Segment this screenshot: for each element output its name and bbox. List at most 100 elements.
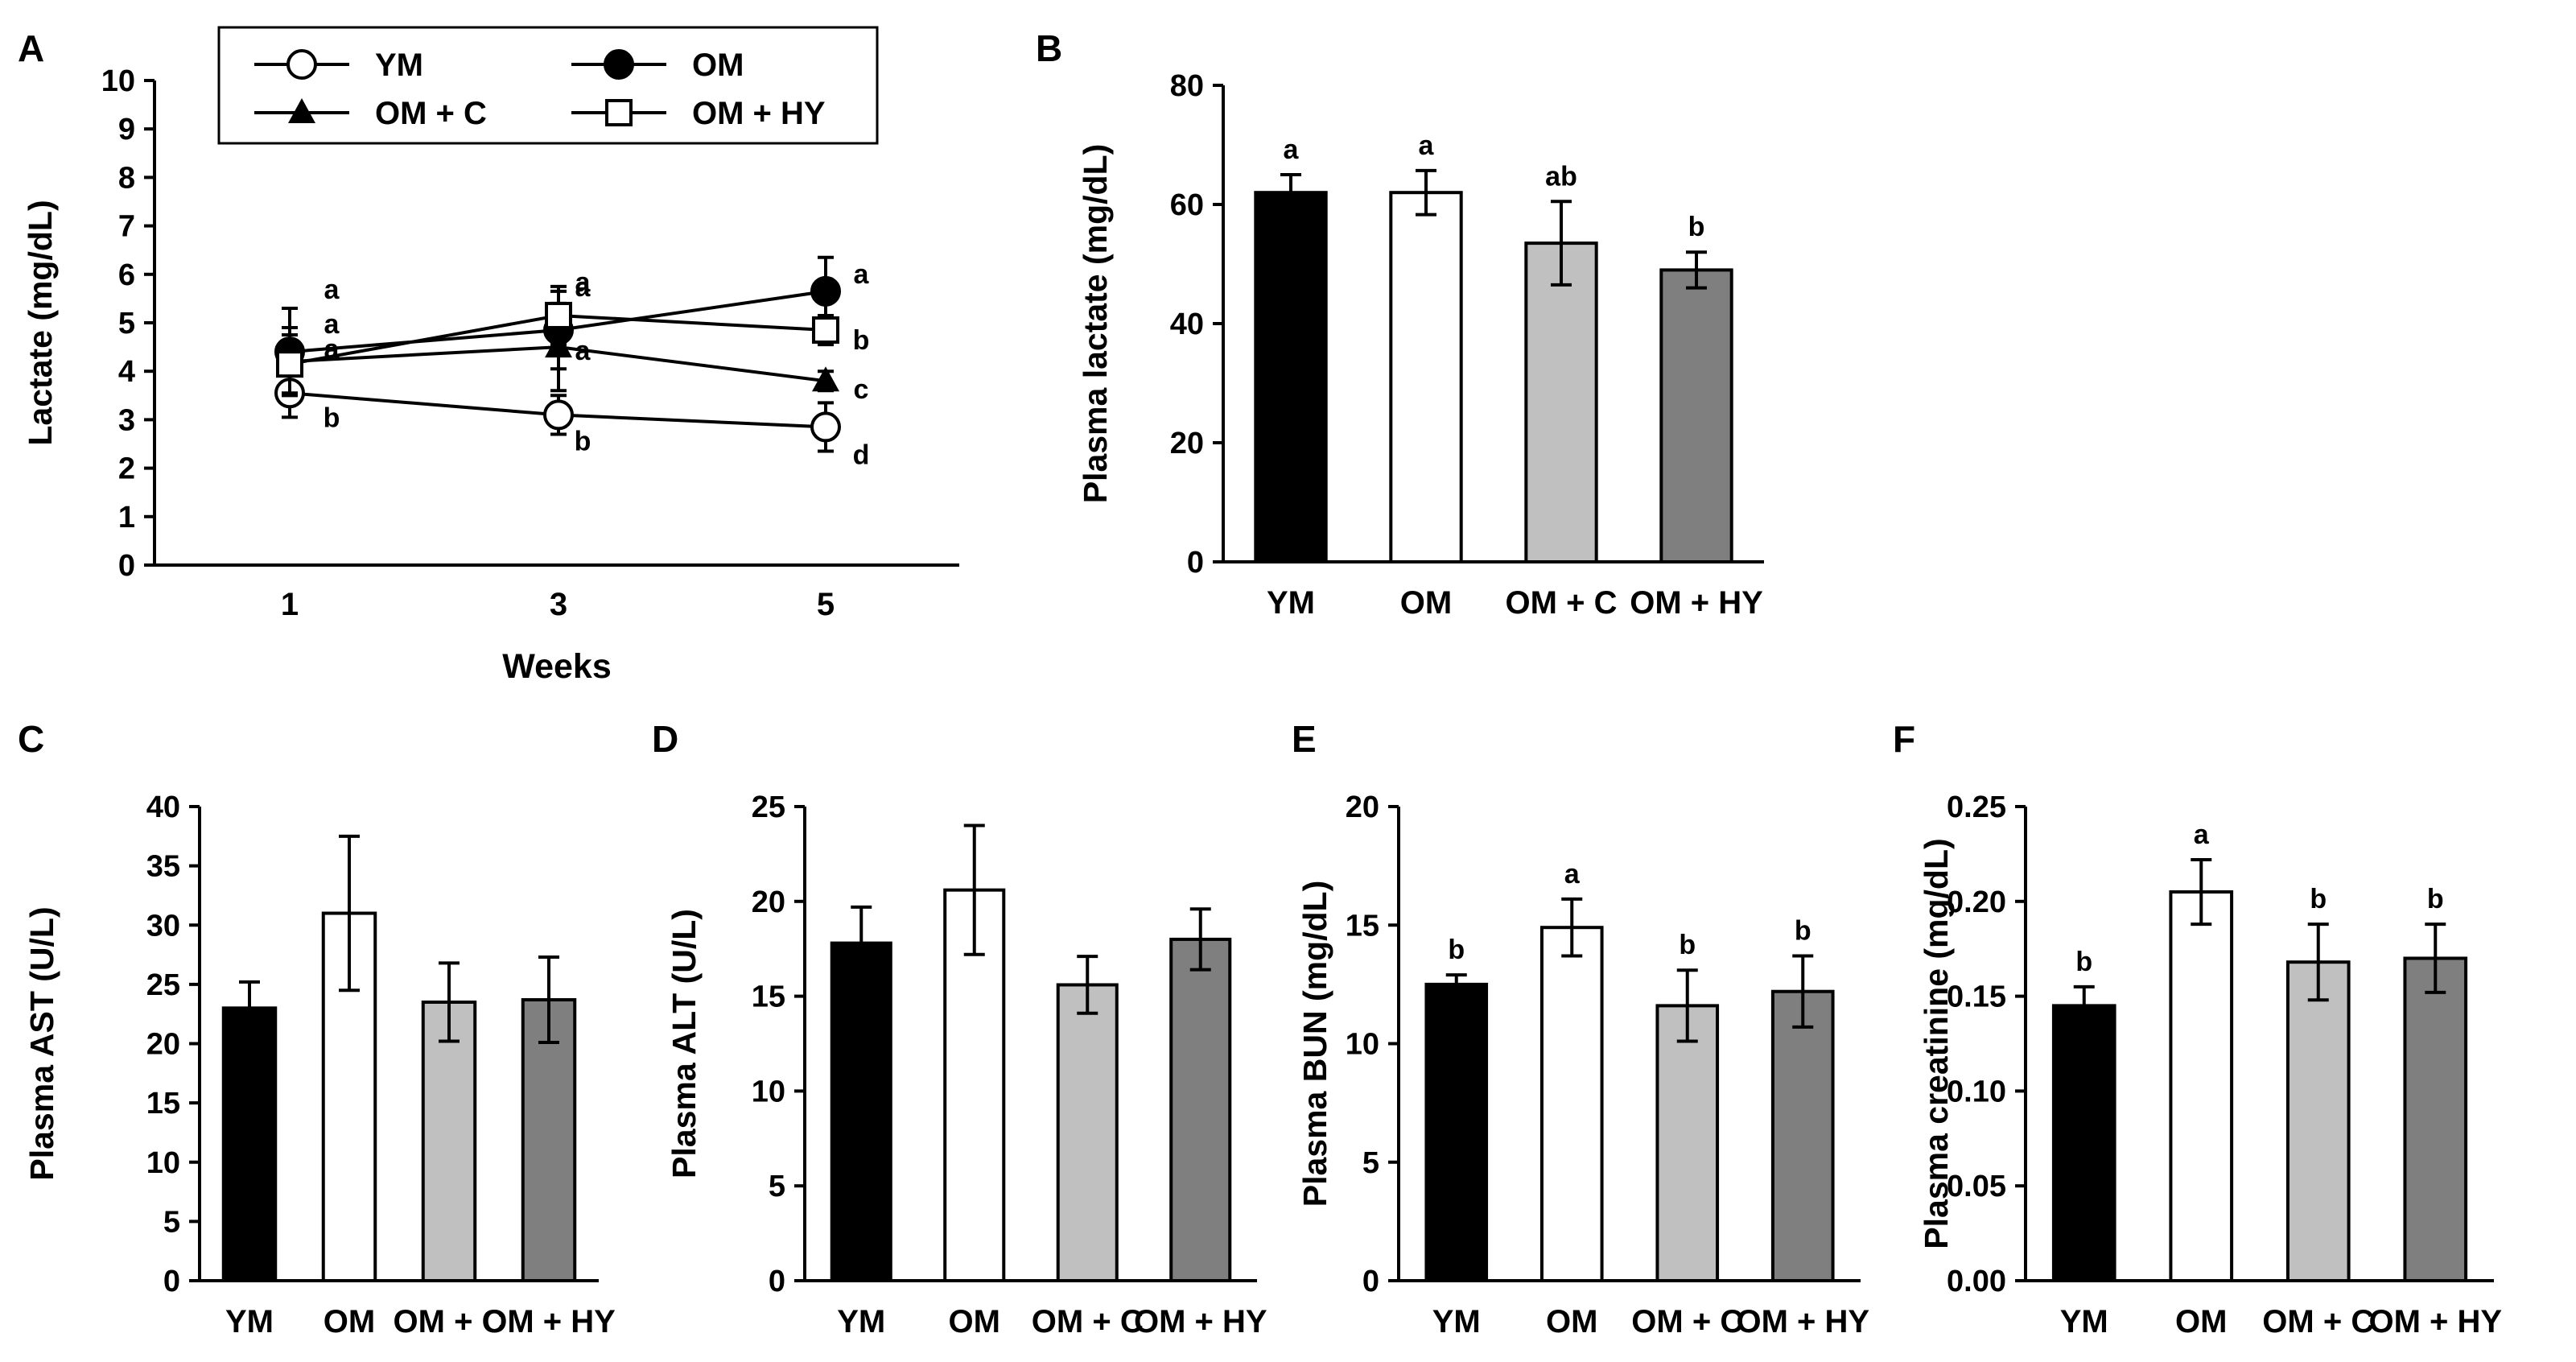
bar-om-c [1056, 983, 1119, 1282]
x-tick-label: OM [1546, 1304, 1597, 1339]
x-tick-label: OM + C [1506, 585, 1618, 621]
panel-letter-a: A [18, 27, 44, 69]
y-tick-label: 20 [1170, 427, 1204, 460]
y-tick-label: 8 [118, 161, 135, 195]
x-tick-label: YM [225, 1304, 274, 1339]
x-axis-label: Weeks [502, 647, 611, 686]
legend-label: YM [375, 47, 423, 83]
y-tick-label: 5 [1362, 1146, 1379, 1180]
legend-marker [288, 98, 315, 123]
bar-om-c [2285, 960, 2351, 1283]
significance-letter: a [575, 336, 591, 366]
y-tick-label: 0 [1187, 546, 1204, 580]
bar-ym [1424, 982, 1489, 1282]
panel-e: E 0 5 10 15 20 Plasma BUN (mg/dL) b YM a OM b OM + C… [1292, 718, 1869, 1339]
y-tick-label: 0 [163, 1265, 180, 1298]
x-tick-label: OM + C [1631, 1304, 1743, 1339]
y-tick-label: 5 [163, 1205, 180, 1239]
x-tick-label: OM + HY [482, 1304, 616, 1339]
x-tick-label: OM [2175, 1304, 2227, 1339]
y-tick-label: 2 [118, 452, 135, 486]
y-tick-label: 60 [1170, 188, 1204, 222]
bar-om-hy [1659, 268, 1733, 563]
y-tick-label: 40 [1170, 307, 1204, 341]
legend-marker [605, 99, 633, 126]
bar-om-hy [2403, 956, 2468, 1282]
y-tick-label: 15 [752, 980, 785, 1014]
bar-ym [830, 941, 892, 1282]
legend-marker [604, 49, 634, 80]
significance-letter: a [1419, 130, 1435, 161]
x-tick-label: OM + HY [2368, 1304, 2502, 1339]
significance-letter: a [575, 272, 591, 303]
y-axis-label: Lactate (mg/dL) [22, 200, 59, 445]
y-tick-label: 5 [118, 307, 135, 340]
y-tick-label: 0 [769, 1265, 785, 1298]
y-tick-label: 0.25 [1947, 790, 2006, 824]
bar-om [1539, 926, 1604, 1282]
bar-ym [221, 1006, 278, 1282]
y-tick-label: 10 [752, 1075, 785, 1108]
y-tick-label: 0.05 [1947, 1170, 2006, 1203]
x-tick-label: OM + HY [1736, 1304, 1869, 1339]
y-tick-label: 15 [1346, 909, 1379, 943]
y-tick-label: 25 [752, 790, 785, 824]
y-tick-label: 10 [101, 64, 135, 98]
panel-f: F 0.00 0.05 0.10 0.15 0.20 0.25 Plasma creatini… [1893, 718, 2502, 1339]
bar-om [2169, 890, 2234, 1283]
significance-letter: a [575, 267, 591, 298]
significance-letter: b [1448, 935, 1465, 965]
significance-letter: b [1679, 930, 1696, 960]
x-tick-label: OM + HY [1630, 585, 1763, 621]
panel-letter-b: B [1036, 27, 1062, 69]
significance-letter: a [324, 309, 340, 340]
x-tick-label: OM + HY [1134, 1304, 1267, 1339]
y-tick-label: 40 [146, 790, 180, 824]
y-axis-label: Plasma AST (U/L) [23, 906, 60, 1180]
data-point [545, 301, 572, 329]
x-tick-label: 1 [281, 587, 299, 622]
y-axis-label: Plasma creatinine (mg/dL) [1918, 838, 1955, 1248]
y-tick-label: 3 [118, 403, 135, 437]
significance-letter: a [1284, 134, 1300, 165]
y-tick-label: 25 [146, 968, 180, 1002]
significance-letter: a [1564, 859, 1581, 889]
y-tick-label: 30 [146, 909, 180, 943]
bar-om-c [1655, 1004, 1720, 1282]
bar-om-c [421, 1000, 477, 1283]
legend: YM OM OM + C OM + HY [217, 26, 879, 145]
significance-letter: a [324, 274, 340, 305]
legend-label: OM [692, 47, 744, 83]
data-point [810, 411, 841, 443]
y-tick-label: 0.00 [1947, 1265, 2006, 1298]
panel-d: D 0 5 10 15 20 25 Plasma ALT (U/L) YM OM OM + COM … [652, 718, 1267, 1339]
y-axis-label: Plasma ALT (U/L) [666, 909, 703, 1178]
significance-letter: a [854, 259, 870, 290]
panel-b: B 0 20 40 60 80 Plasma lactate (mg/dL) a YM a OM ab… [1036, 27, 1764, 621]
x-tick-label: YM [1267, 585, 1315, 621]
significance-letter: b [2075, 947, 2092, 977]
panel-letter-e: E [1292, 718, 1317, 760]
significance-letter: b [324, 402, 340, 433]
x-tick-label: OM + C [2262, 1304, 2374, 1339]
x-tick-label: YM [837, 1304, 885, 1339]
panel-a: A 0 1 2 3 4 5 6 7 8 9 10 Lactate (mg/dL) 1 3 5 Weeks b b d a… [18, 26, 959, 686]
legend-marker [286, 49, 317, 80]
significance-letter: a [2194, 819, 2210, 850]
y-tick-label: 0.15 [1947, 980, 2006, 1014]
bar-ym [1254, 191, 1328, 563]
y-tick-label: 10 [1346, 1028, 1379, 1062]
y-axis-label: Plasma BUN (mg/dL) [1296, 881, 1333, 1207]
y-tick-label: 1 [118, 501, 135, 534]
significance-letter: b [1795, 916, 1811, 947]
x-tick-label: OM [324, 1304, 375, 1339]
y-axis-label: Plasma lactate (mg/dL) [1077, 144, 1114, 504]
x-tick-label: OM + C [1032, 1304, 1144, 1339]
legend-label: OM + HY [692, 96, 826, 131]
series-om-hy: aab [276, 272, 869, 395]
x-tick-label: 3 [550, 587, 567, 622]
significance-letter: d [853, 440, 870, 470]
y-tick-label: 0.20 [1947, 885, 2006, 919]
bar-om-hy [1169, 937, 1232, 1283]
